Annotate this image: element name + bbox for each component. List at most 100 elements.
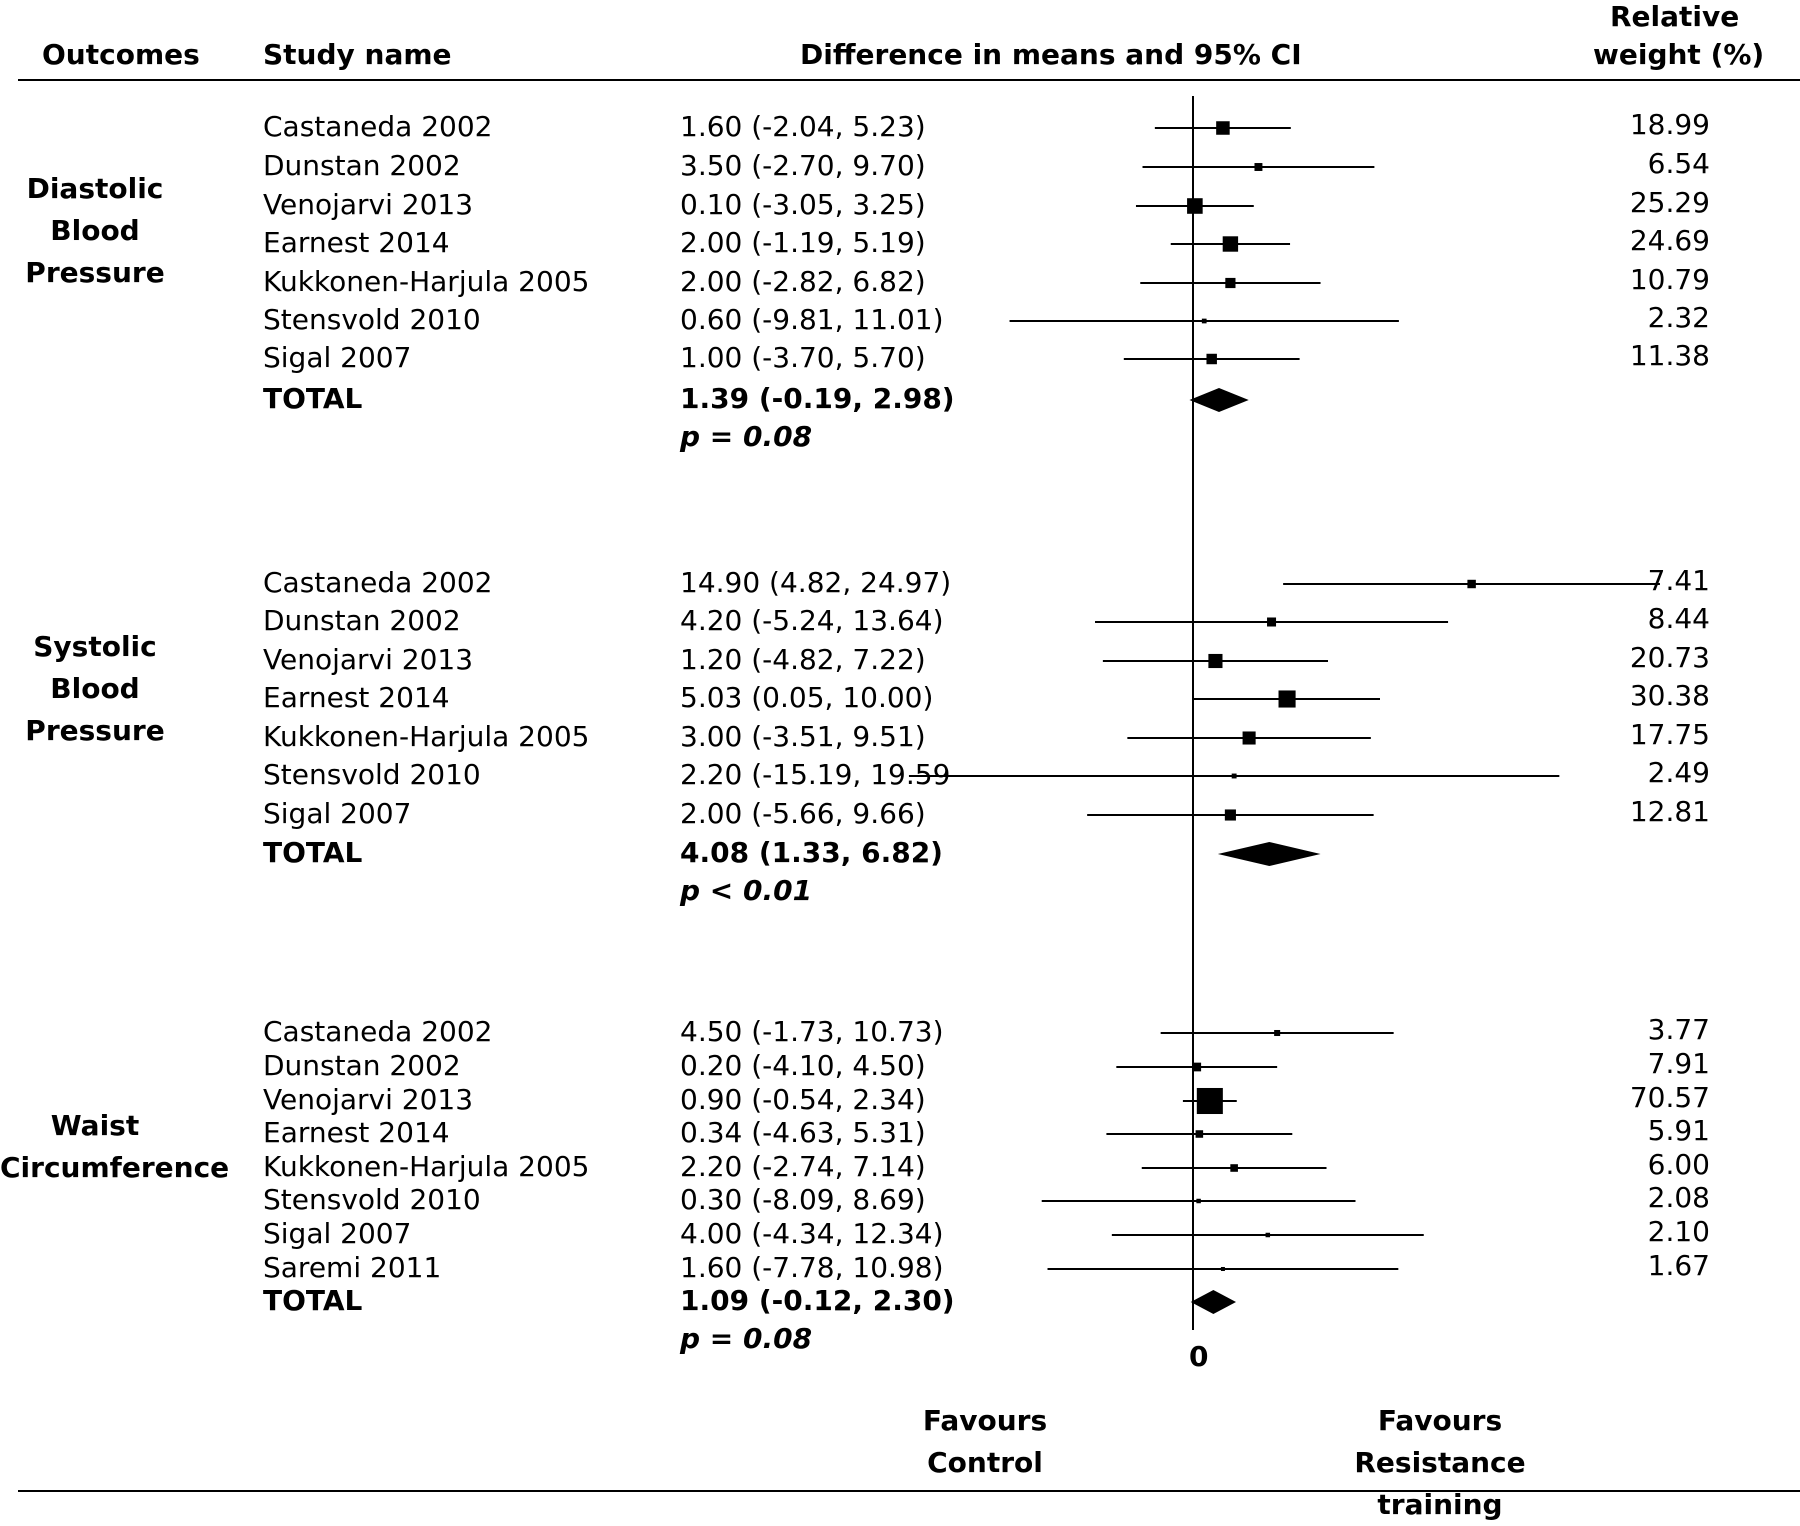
header-outcomes: Outcomes	[42, 38, 200, 71]
weight-value: 17.75	[1629, 718, 1710, 751]
weight-value: 8.44	[1647, 602, 1710, 635]
summary-diamond	[1189, 388, 1249, 412]
effect-label: 4.20 (-5.24, 13.64)	[680, 604, 944, 637]
study-name: Sigal 2007	[263, 797, 412, 830]
point-estimate-square	[1278, 690, 1296, 708]
total-effect-label: 1.09 (-0.12, 2.30)	[680, 1284, 955, 1317]
summary-diamond	[1217, 842, 1321, 866]
weight-value: 70.57	[1629, 1081, 1710, 1114]
point-estimate-square	[1242, 731, 1256, 745]
weight-value: 25.29	[1629, 186, 1710, 219]
study-name: Kukkonen-Harjula 2005	[263, 720, 590, 753]
weight-value: 6.54	[1647, 147, 1710, 180]
favours-resistance-line1: Favours	[1377, 1404, 1503, 1437]
point-estimate-square	[1208, 653, 1223, 669]
weight-value: 3.77	[1647, 1013, 1710, 1046]
weight-value: 7.91	[1647, 1047, 1710, 1080]
total-label: TOTAL	[263, 836, 363, 869]
weight-value: 30.38	[1629, 679, 1710, 712]
weight-value: 2.10	[1647, 1215, 1710, 1248]
effect-label: 3.00 (-3.51, 9.51)	[680, 720, 926, 753]
favours-control-line1: Favours	[922, 1404, 1048, 1437]
point-estimate-square	[1216, 121, 1230, 135]
study-name: Saremi 2011	[263, 1251, 442, 1284]
point-estimate-square	[1196, 1198, 1201, 1204]
effect-label: 2.00 (-1.19, 5.19)	[680, 226, 926, 259]
forest-plot	[908, 96, 1660, 1330]
point-estimate-square	[1224, 809, 1236, 821]
study-name: Venojarvi 2013	[263, 188, 474, 221]
point-estimate-square	[1192, 1062, 1202, 1072]
weight-value: 7.41	[1647, 564, 1710, 597]
total-label: TOTAL	[263, 1284, 363, 1317]
favours-resistance-line2: Resistance training	[1354, 1446, 1526, 1521]
header-weight-line2: weight (%)	[1593, 38, 1765, 71]
study-name: Castaneda 2002	[263, 1015, 493, 1048]
header-study-name: Study name	[263, 38, 452, 71]
outcome-label-line: Systolic	[33, 630, 157, 663]
point-estimate-square	[1274, 1029, 1281, 1037]
study-name: Earnest 2014	[263, 226, 450, 259]
effect-label: 2.00 (-2.82, 6.82)	[680, 265, 926, 298]
study-name: Earnest 2014	[263, 681, 450, 714]
study-name: Dunstan 2002	[263, 149, 461, 182]
effect-label: 1.60 (-2.04, 5.23)	[680, 110, 926, 143]
study-name: Kukkonen-Harjula 2005	[263, 1150, 590, 1183]
effect-label: 0.10 (-3.05, 3.25)	[680, 188, 926, 221]
header-weight-line1: Relative	[1610, 0, 1740, 33]
weight-value: 5.91	[1647, 1114, 1710, 1147]
weight-value: 10.79	[1629, 263, 1710, 296]
effect-label: 2.20 (-15.19, 19.59	[680, 758, 951, 791]
point-estimate-square	[1225, 277, 1236, 289]
weight-value: 20.73	[1629, 641, 1710, 674]
effect-label: 14.90 (4.82, 24.97)	[680, 566, 952, 599]
study-name: Dunstan 2002	[263, 1049, 461, 1082]
point-estimate-square	[1267, 617, 1277, 627]
summary-diamond	[1190, 1290, 1237, 1314]
total-effect-label: 1.39 (-0.19, 2.98)	[680, 382, 955, 415]
study-name: Castaneda 2002	[263, 110, 493, 143]
point-estimate-square	[1230, 1164, 1238, 1172]
point-estimate-square	[1231, 773, 1237, 779]
effect-label: 2.00 (-5.66, 9.66)	[680, 797, 926, 830]
point-estimate-square	[1187, 198, 1203, 214]
favours-control-label: Favours Control	[900, 1400, 1070, 1484]
point-estimate-square	[1220, 1266, 1225, 1272]
favours-resistance-label: Favours Resistance training	[1290, 1400, 1590, 1526]
point-estimate-square	[1222, 236, 1239, 252]
point-estimate-square	[1201, 318, 1207, 324]
point-estimate-square	[1467, 579, 1476, 589]
study-name: Earnest 2014	[263, 1116, 450, 1149]
effect-label: 0.20 (-4.10, 4.50)	[680, 1049, 926, 1082]
effect-label: 1.00 (-3.70, 5.70)	[680, 341, 926, 374]
weight-value: 24.69	[1629, 224, 1710, 257]
study-name: Sigal 2007	[263, 341, 412, 374]
outcome-label-line: Diastolic	[26, 172, 164, 205]
outcome-label-line: Pressure	[25, 714, 165, 747]
point-estimate-square	[1254, 163, 1263, 171]
study-name: Venojarvi 2013	[263, 1083, 474, 1116]
effect-label: 0.30 (-8.09, 8.69)	[680, 1183, 926, 1216]
weight-value: 18.99	[1629, 108, 1710, 141]
total-effect-label: 4.08 (1.33, 6.82)	[680, 836, 943, 869]
weight-value: 12.81	[1629, 795, 1710, 828]
study-name: Dunstan 2002	[263, 604, 461, 637]
p-value: p < 0.01	[680, 874, 813, 907]
weight-value: 2.08	[1647, 1181, 1710, 1214]
point-estimate-square	[1195, 1130, 1204, 1138]
point-estimate-square	[1206, 353, 1217, 365]
study-name: Stensvold 2010	[263, 758, 481, 791]
study-name: Kukkonen-Harjula 2005	[263, 265, 590, 298]
study-name: Stensvold 2010	[263, 1183, 481, 1216]
effect-label: 0.34 (-4.63, 5.31)	[680, 1116, 926, 1149]
weight-value: 2.49	[1647, 756, 1710, 789]
p-value: p = 0.08	[680, 1322, 813, 1355]
study-name: Stensvold 2010	[263, 303, 481, 336]
weight-value: 2.32	[1647, 301, 1710, 334]
outcome-label: Diastolic Blood Pressure	[0, 168, 190, 294]
effect-label: 4.50 (-1.73, 10.73)	[680, 1015, 944, 1048]
top-rule	[18, 79, 1800, 81]
effect-label: 0.90 (-0.54, 2.34)	[680, 1083, 926, 1116]
outcome-label-line: Blood	[50, 214, 140, 247]
outcome-label-line: Pressure	[25, 256, 165, 289]
